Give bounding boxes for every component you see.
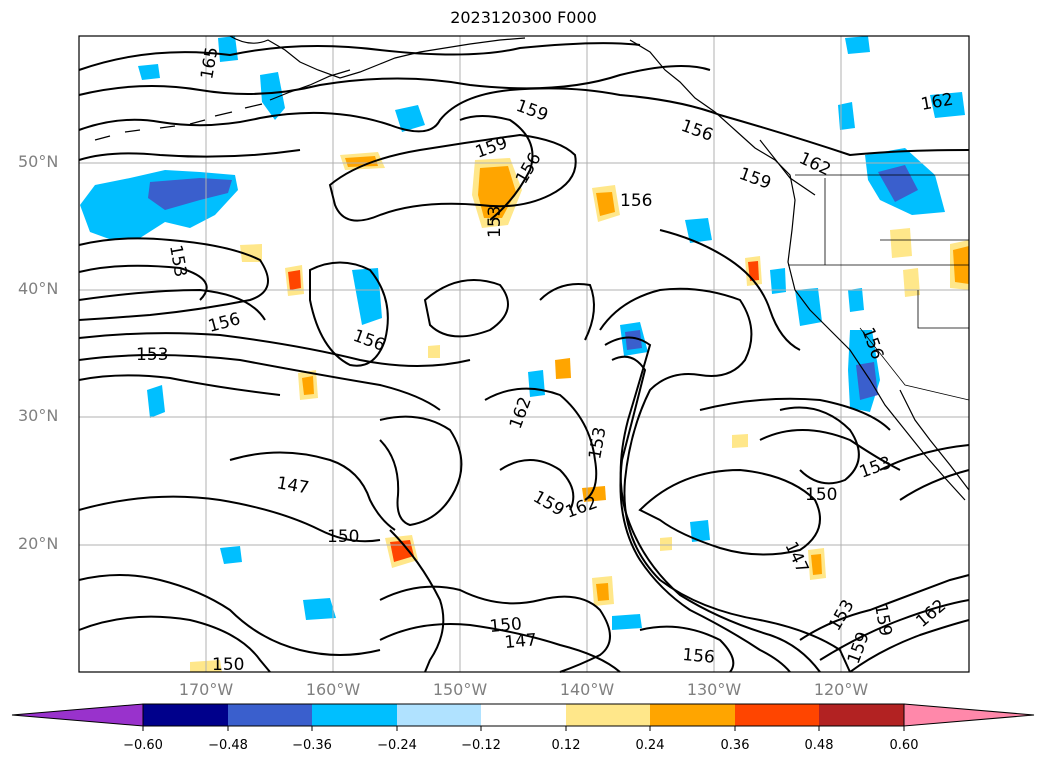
anomaly-shading: [80, 36, 969, 672]
contour-label: 147: [504, 630, 538, 653]
plot-frame: [78, 35, 970, 673]
lat-label: 20°N: [18, 534, 59, 553]
map-title: 2023120300 F000: [450, 8, 597, 27]
height-contours: [78, 42, 970, 673]
lon-label: 120°W: [813, 680, 869, 699]
colorbar-tick-label: −0.36: [292, 738, 332, 753]
colorbar: [11, 703, 1035, 731]
graticule: [79, 36, 969, 672]
colorbar-segment: [397, 704, 481, 726]
contour-label: 153: [136, 345, 168, 365]
colorbar-segment: [312, 704, 397, 726]
colorbar-tick-label: 0.24: [635, 738, 665, 753]
contour-label: 156: [682, 645, 716, 668]
colorbar-tick-label: −0.48: [208, 738, 248, 753]
coastlines: [94, 35, 970, 501]
lon-label: 170°W: [178, 680, 234, 699]
colorbar-segment: [650, 704, 735, 726]
contour-label: 156: [620, 191, 652, 211]
colorbar-tick-label: −0.12: [461, 738, 501, 753]
colorbar-segment: [481, 704, 566, 726]
lon-label: 160°W: [305, 680, 361, 699]
colorbar-segment: [566, 704, 650, 726]
contour-label: 150: [327, 527, 359, 547]
lon-label: 140°W: [559, 680, 615, 699]
colorbar-tick-label: −0.60: [123, 738, 163, 753]
contour-label: 150: [805, 485, 837, 505]
contour-label: 153: [485, 206, 505, 238]
lat-label: 50°N: [18, 152, 59, 171]
colorbar-segment: [903, 703, 1035, 727]
colorbar-tick-label: 0.12: [551, 738, 581, 753]
contour-label: 150: [212, 655, 244, 675]
colorbar-segment: [11, 703, 144, 727]
colorbar-segment: [228, 704, 312, 726]
colorbar-segment: [819, 704, 904, 726]
colorbar-tick-label: −0.24: [377, 738, 417, 753]
colorbar-tick-label: 0.60: [889, 738, 919, 753]
colorbar-segment: [143, 704, 228, 726]
colorbar-segment: [735, 704, 819, 726]
colorbar-tick-label: 0.36: [720, 738, 750, 753]
lat-label: 30°N: [18, 406, 59, 425]
lon-label: 150°W: [432, 680, 488, 699]
lat-label: 40°N: [18, 279, 59, 298]
lon-label: 130°W: [686, 680, 742, 699]
political-borders: [788, 174, 970, 401]
colorbar-tick-label: 0.48: [804, 738, 834, 753]
contour-label: 150: [489, 614, 523, 637]
